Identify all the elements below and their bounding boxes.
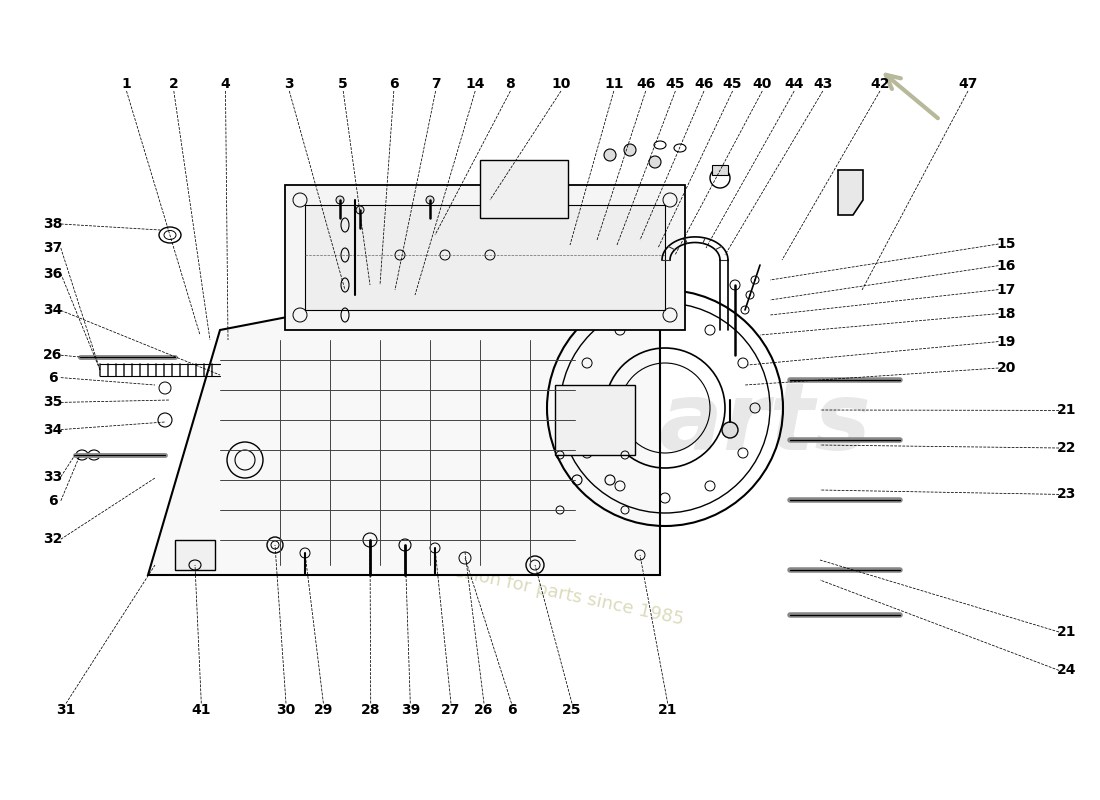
Text: 32: 32 — [43, 532, 63, 546]
Circle shape — [722, 422, 738, 438]
Text: 30: 30 — [276, 703, 296, 718]
Text: 45: 45 — [723, 77, 743, 91]
Text: 3: 3 — [285, 77, 294, 91]
Text: 47: 47 — [958, 77, 978, 91]
Text: 19: 19 — [997, 334, 1016, 349]
Polygon shape — [480, 160, 568, 218]
Polygon shape — [712, 165, 728, 175]
Text: 37: 37 — [43, 241, 63, 255]
Text: 26: 26 — [43, 348, 63, 362]
Text: 46: 46 — [636, 77, 656, 91]
Text: 10: 10 — [551, 77, 571, 91]
Text: 6: 6 — [389, 77, 398, 91]
Text: 8: 8 — [506, 77, 515, 91]
Text: 14: 14 — [465, 77, 485, 91]
Text: a passion for parts since 1985: a passion for parts since 1985 — [415, 555, 685, 629]
Text: 1: 1 — [122, 77, 131, 91]
Circle shape — [649, 156, 661, 168]
Text: 2: 2 — [169, 77, 178, 91]
Text: 42: 42 — [870, 77, 890, 91]
Text: 29: 29 — [314, 703, 333, 718]
Text: 6: 6 — [48, 494, 57, 508]
Polygon shape — [175, 540, 214, 570]
Text: 18: 18 — [997, 306, 1016, 321]
Polygon shape — [285, 185, 685, 330]
Text: 44: 44 — [784, 77, 804, 91]
Text: 27: 27 — [441, 703, 461, 718]
Text: 35: 35 — [43, 395, 63, 410]
Text: 17: 17 — [997, 282, 1016, 297]
Text: 16: 16 — [997, 258, 1016, 273]
Text: 7: 7 — [431, 77, 440, 91]
Text: 40: 40 — [752, 77, 772, 91]
Polygon shape — [838, 170, 864, 215]
Text: 6: 6 — [507, 703, 516, 718]
Text: eLeparts: eLeparts — [404, 378, 872, 470]
Text: 21: 21 — [1057, 625, 1077, 639]
Text: 31: 31 — [56, 703, 76, 718]
Text: 33: 33 — [43, 470, 63, 484]
Text: 23: 23 — [1057, 487, 1077, 502]
Text: 34: 34 — [43, 303, 63, 318]
Text: 45: 45 — [666, 77, 685, 91]
Text: 43: 43 — [813, 77, 833, 91]
Text: 41: 41 — [191, 703, 211, 718]
Text: 34: 34 — [43, 422, 63, 437]
Polygon shape — [556, 385, 635, 455]
Text: 4: 4 — [221, 77, 230, 91]
Circle shape — [624, 144, 636, 156]
Text: 28: 28 — [361, 703, 381, 718]
Text: 5: 5 — [339, 77, 348, 91]
Text: 25: 25 — [562, 703, 582, 718]
Text: 15: 15 — [997, 237, 1016, 251]
Circle shape — [604, 149, 616, 161]
Polygon shape — [148, 245, 660, 575]
Text: 38: 38 — [43, 217, 63, 231]
Text: 21: 21 — [658, 703, 678, 718]
Text: 46: 46 — [694, 77, 714, 91]
Text: 36: 36 — [43, 266, 63, 281]
Polygon shape — [305, 205, 666, 310]
Circle shape — [356, 206, 364, 214]
Text: 22: 22 — [1057, 441, 1077, 455]
Text: 11: 11 — [604, 77, 624, 91]
Circle shape — [336, 196, 344, 204]
Text: 20: 20 — [997, 361, 1016, 375]
Text: 6: 6 — [48, 370, 57, 385]
Text: 39: 39 — [400, 703, 420, 718]
Text: 21: 21 — [1057, 403, 1077, 418]
Text: 26: 26 — [474, 703, 494, 718]
Circle shape — [426, 196, 434, 204]
Text: 24: 24 — [1057, 663, 1077, 678]
